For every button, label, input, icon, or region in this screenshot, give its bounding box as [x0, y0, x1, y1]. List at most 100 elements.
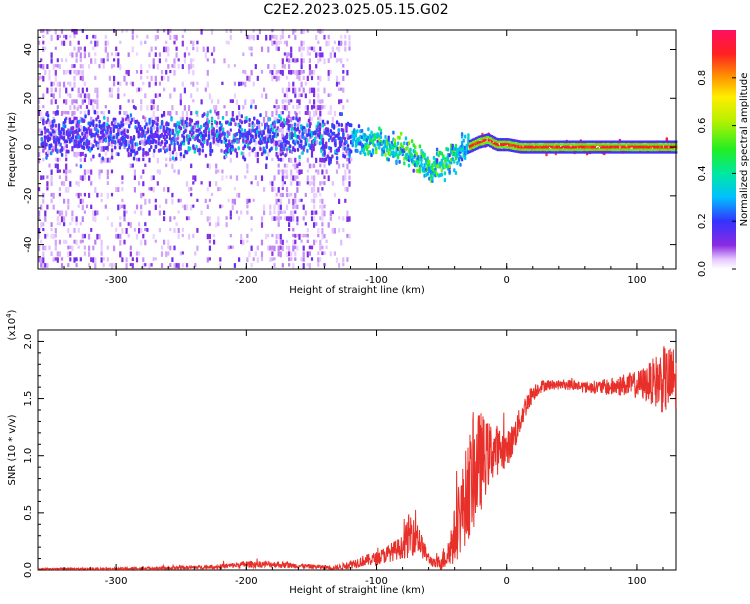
spectrogram-cell: [110, 155, 114, 160]
spectrogram-cell: [515, 150, 518, 153]
spectrogram-cell: [210, 29, 214, 35]
spectrogram-cell: [313, 87, 316, 94]
spectrogram-cell: [598, 143, 601, 146]
spectrogram-cell: [329, 148, 333, 153]
spectrogram-cell: [323, 263, 326, 267]
spectrogram-cell: [393, 138, 397, 143]
spectrogram-cell: [277, 46, 280, 51]
spectrogram-cell: [265, 93, 268, 99]
spectrogram-cell: [96, 105, 99, 110]
spectrogram-cell: [296, 222, 299, 226]
spectrogram-cell: [484, 133, 487, 137]
spectrogram-cell: [553, 148, 556, 151]
spectrogram-cell: [215, 121, 218, 126]
spectrogram-cell: [100, 251, 103, 256]
spectrogram-cell: [440, 168, 443, 173]
spectrogram-cell: [342, 70, 345, 74]
spectrogram-cell: [317, 105, 320, 111]
spectrogram-cell: [106, 192, 109, 199]
spectrogram-cell: [292, 239, 295, 246]
spectrogram-cell: [53, 119, 56, 123]
spectrogram-cell: [150, 46, 153, 52]
spectrogram-cell: [319, 181, 322, 186]
spectrogram-cell: [77, 105, 80, 109]
spectrogram-cell: [40, 116, 43, 121]
spectrogram-cell: [67, 116, 70, 120]
spectrogram-cell: [63, 181, 66, 187]
spectrogram-cell: [125, 70, 128, 75]
spectrogram-cell: [240, 151, 243, 156]
spectrogram-cell: [38, 99, 41, 104]
spectrogram-cell: [279, 210, 282, 214]
spectrogram-cell: [90, 228, 93, 232]
spectrogram-cell: [67, 70, 70, 74]
spectrogram-cell: [510, 149, 514, 152]
spectrogram-cell: [142, 147, 145, 152]
spectrogram-cell: [335, 122, 339, 128]
spectrogram-cell: [317, 116, 320, 121]
spectrogram-cell: [46, 175, 49, 179]
spectrogram-cell: [428, 159, 431, 164]
spectrogram-cell: [317, 233, 320, 238]
spectrogram-cell: [281, 175, 284, 182]
spectrogram-cell: [206, 111, 209, 115]
spectrogram-cell: [560, 151, 564, 154]
spectrogram-cell: [420, 158, 423, 163]
spectrogram-cell: [67, 111, 70, 115]
spectrogram-cell: [294, 58, 297, 63]
spectrogram-cell: [175, 34, 178, 41]
spectrogram-cell: [152, 187, 155, 193]
spectrogram-cell: [113, 245, 116, 252]
spectrogram-cell: [294, 192, 297, 199]
spectrogram-cell: [240, 114, 243, 119]
spectrogram-cell: [604, 148, 607, 151]
spectrogram-cell: [188, 52, 191, 56]
spectrogram-cell: [206, 46, 209, 53]
spectrogram-cell: [46, 204, 49, 210]
spectrogram-cell: [246, 134, 250, 139]
spectrogram-cell: [79, 151, 82, 157]
spectrogram-cell: [146, 151, 150, 156]
spectrogram-cell: [476, 136, 479, 139]
spectrogram-cell: [313, 46, 316, 52]
spectrogram-cell: [44, 146, 47, 150]
spectrogram-cell: [50, 58, 53, 64]
spectrogram-cell: [418, 166, 422, 171]
spectrogram-cell: [315, 34, 318, 40]
spectrogram-cell: [145, 122, 148, 127]
spectrogram-cell: [192, 144, 195, 149]
spectrogram-cell: [568, 140, 572, 143]
spectrogram-cell: [664, 143, 667, 146]
spectrogram-cell: [348, 169, 351, 174]
spectrogram-cell: [250, 216, 253, 220]
spectrogram-cell: [323, 34, 326, 40]
spectrogram-cell: [258, 29, 261, 35]
spectrogram-cell: [269, 204, 272, 210]
spectrogram-cell: [117, 58, 120, 65]
spectrogram-cell: [290, 175, 293, 181]
spectrogram-cell: [426, 156, 429, 161]
spectrogram-cell: [181, 116, 184, 121]
spectrogram-cell: [51, 123, 54, 128]
spectrogram-cell: [475, 147, 478, 151]
spectrogram-cell: [225, 216, 228, 220]
spectrogram-cell: [146, 34, 149, 39]
spectrogram-cell: [204, 198, 207, 203]
spectrogram-cell: [518, 143, 522, 146]
spectrogram-cell: [40, 137, 43, 142]
spectrogram-cell: [268, 117, 272, 122]
spectrogram-cell: [610, 143, 614, 146]
spectrogram-cell: [670, 148, 673, 151]
spectrogram-cell: [196, 124, 200, 128]
spectrogram-cell: [482, 142, 486, 145]
spectrogram-cell: [106, 40, 109, 46]
spectrogram-cell: [58, 187, 61, 192]
spectrogram-cell: [57, 137, 61, 142]
spectrogram-cell: [231, 147, 234, 152]
spectrogram-cell: [296, 233, 299, 238]
spectrogram-cell: [468, 148, 472, 151]
spectrogram-cell: [279, 146, 282, 152]
spectrogram-cell: [612, 148, 615, 151]
spectrogram-cell: [310, 245, 314, 250]
spectrogram-cell: [593, 140, 597, 143]
